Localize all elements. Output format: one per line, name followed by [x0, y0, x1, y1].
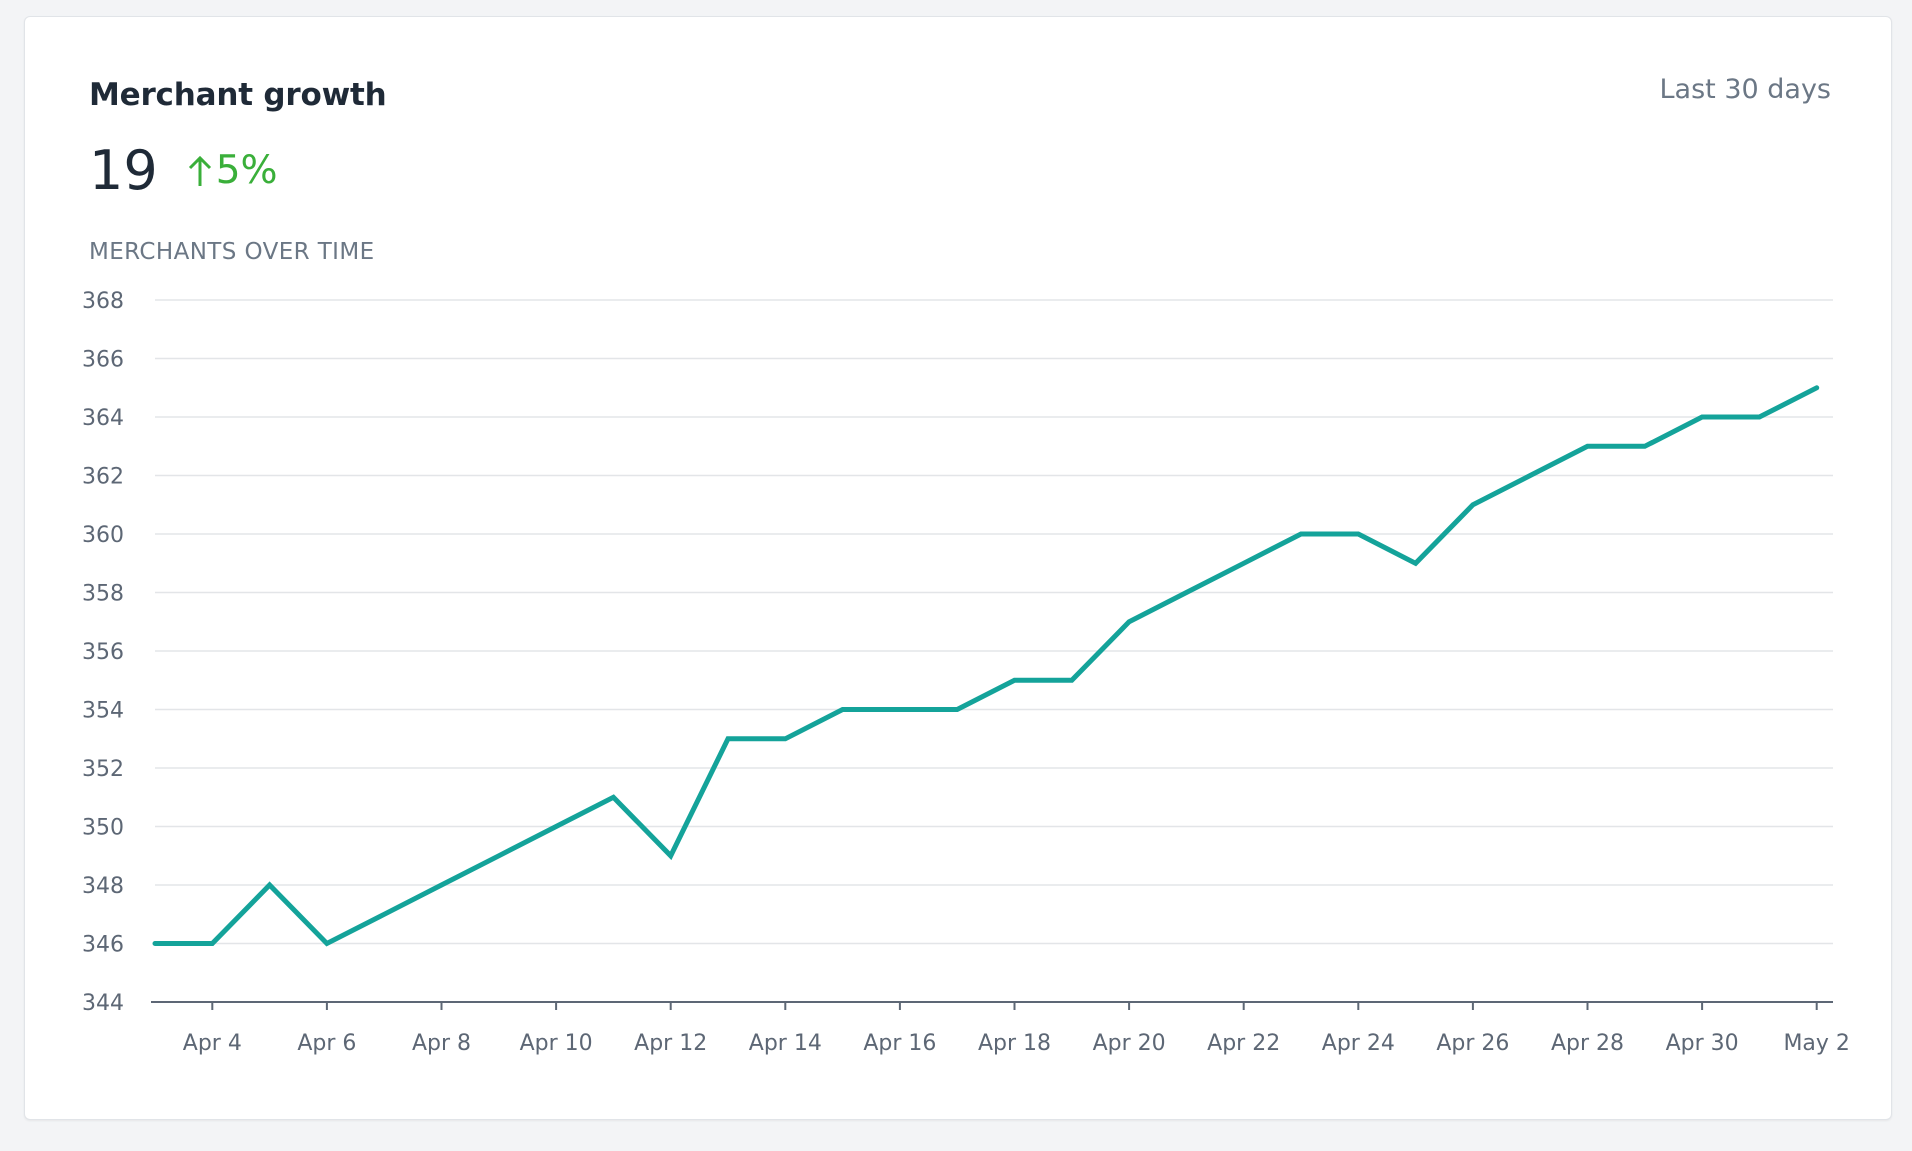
x-tick-label: Apr 22 — [1207, 1031, 1280, 1056]
y-tick-label: 358 — [82, 582, 124, 607]
merchants-line-chart: 344 346 348 350 352 354 356 358 360 362 364 366 368 A… — [82, 289, 1850, 1056]
x-tick-label: Apr 10 — [520, 1031, 593, 1056]
merchant-count: 19 — [89, 139, 158, 202]
growth-percent: 5% — [215, 148, 278, 193]
y-tick-label: 368 — [82, 289, 124, 314]
x-tick-label: Apr 24 — [1322, 1031, 1395, 1056]
chart-subtitle: MERCHANTS OVER TIME — [89, 239, 375, 265]
y-tick-label: 366 — [82, 348, 124, 373]
merchant-growth-card: Merchant growth Last 30 days 19 5% MERCH… — [24, 16, 1892, 1120]
y-tick-label: 344 — [82, 991, 124, 1016]
y-tick-label: 362 — [82, 465, 124, 490]
x-tick-label: Apr 6 — [297, 1031, 356, 1056]
y-tick-label: 354 — [82, 699, 124, 724]
x-tick-label: Apr 30 — [1666, 1031, 1739, 1056]
x-tick-label: Apr 20 — [1093, 1031, 1166, 1056]
x-tick-label: Apr 18 — [978, 1031, 1051, 1056]
x-tick-label: Apr 26 — [1436, 1031, 1509, 1056]
y-tick-label: 348 — [82, 874, 124, 899]
x-tick-label: Apr 4 — [183, 1031, 242, 1056]
arrow-up-icon — [188, 155, 211, 186]
x-tick-label: Apr 16 — [863, 1031, 936, 1056]
x-tick-label: Apr 14 — [749, 1031, 822, 1056]
x-tick-label: Apr 28 — [1551, 1031, 1624, 1056]
date-range-selector[interactable]: Last 30 days — [1659, 74, 1832, 105]
y-tick-label: 346 — [82, 933, 124, 958]
x-tick-label: May 2 — [1783, 1031, 1849, 1056]
y-tick-label: 364 — [82, 406, 124, 431]
x-tick-label: Apr 12 — [634, 1031, 707, 1056]
series-line — [152, 385, 1820, 947]
card-title: Merchant growth — [89, 77, 387, 113]
y-tick-label: 356 — [82, 640, 124, 665]
metric-summary: 19 5% — [89, 139, 278, 202]
y-tick-label: 352 — [82, 757, 124, 782]
y-tick-label: 360 — [82, 523, 124, 548]
growth-delta: 5% — [188, 148, 278, 193]
y-tick-label: 350 — [82, 816, 124, 841]
x-tick-label: Apr 8 — [412, 1031, 471, 1056]
